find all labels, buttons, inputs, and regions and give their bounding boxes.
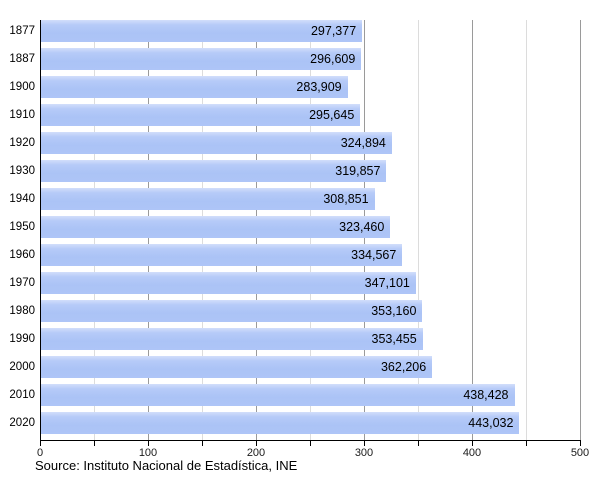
bar-value-label: 323,460 — [339, 220, 385, 234]
bar: 308,851 — [41, 188, 375, 210]
bar-value-label: 297,377 — [310, 24, 357, 38]
x-axis-tick — [364, 441, 365, 446]
source-note: Source: Instituto Nacional de Estadístic… — [35, 458, 298, 473]
bar: 297,377 — [41, 20, 363, 42]
bar-value-label: 295,645 — [309, 108, 355, 122]
x-axis-tick — [148, 441, 149, 446]
bar: 296,609 — [41, 48, 362, 70]
bar: 319,857 — [41, 160, 387, 182]
x-axis-tick — [418, 441, 419, 446]
y-axis-label: 1980 — [9, 305, 35, 317]
gridline-minor — [526, 20, 527, 440]
gridline-major — [472, 20, 473, 440]
bar: 334,567 — [41, 244, 403, 266]
bar: 443,032 — [41, 412, 520, 434]
x-axis-tick-label: 300 — [354, 447, 374, 459]
bar-value-label: 362,206 — [380, 360, 427, 374]
x-axis-tick-label: 500 — [570, 447, 590, 459]
bar: 295,645 — [41, 104, 361, 126]
x-axis-tick — [526, 441, 527, 446]
bar: 438,428 — [41, 384, 515, 406]
bar: 362,206 — [41, 356, 433, 378]
x-axis-tick — [256, 441, 257, 446]
y-axis-label: 1920 — [9, 137, 35, 149]
y-axis-label: 2010 — [9, 389, 35, 401]
x-axis-tick-label: 400 — [462, 447, 482, 459]
bar: 347,101 — [41, 272, 416, 294]
gridline-major — [580, 20, 581, 440]
y-axis-label: 1877 — [9, 25, 35, 37]
y-axis-label: 1930 — [9, 165, 35, 177]
bar-value-label: 334,567 — [351, 248, 397, 262]
y-axis-label: 1990 — [9, 333, 35, 345]
bar-value-label: 319,857 — [335, 164, 381, 178]
x-axis-tick-label: 0 — [36, 447, 44, 459]
bar-value-label: 324,894 — [340, 136, 386, 150]
bar-value-label: 443,032 — [468, 416, 514, 430]
y-axis-label: 2000 — [9, 361, 35, 373]
y-axis-label: 1900 — [9, 81, 35, 93]
bar: 353,455 — [41, 328, 423, 350]
gridline-minor — [418, 20, 419, 440]
bar-value-label: 353,455 — [371, 332, 417, 346]
x-axis-tick — [580, 441, 581, 446]
y-axis-label: 2020 — [9, 417, 35, 429]
y-axis-label: 1910 — [9, 109, 35, 121]
bar-value-label: 347,101 — [364, 276, 410, 290]
y-axis-label: 1960 — [9, 249, 35, 261]
bar: 324,894 — [41, 132, 392, 154]
bar-value-label: 353,160 — [371, 304, 417, 318]
x-axis-tick — [40, 441, 41, 446]
x-axis-tick — [94, 441, 95, 446]
bar-value-label: 283,909 — [296, 80, 342, 94]
bar-value-label: 438,428 — [463, 388, 509, 402]
x-axis-tick — [310, 441, 311, 446]
y-axis-label: 1940 — [9, 193, 35, 205]
x-axis-tick-label: 100 — [138, 447, 158, 459]
x-axis-tick — [202, 441, 203, 446]
bar-value-label: 308,851 — [323, 192, 369, 206]
bar: 323,460 — [41, 216, 391, 238]
plot-area: 297,377 296,609 283,909 295,645 324,894 319,8… — [40, 20, 581, 441]
y-axis-label: 1970 — [9, 277, 35, 289]
x-axis-tick — [472, 441, 473, 446]
bar: 353,160 — [41, 300, 423, 322]
x-axis-tick-label: 200 — [246, 447, 266, 459]
bar-value-label: 296,609 — [310, 52, 356, 66]
y-axis-label: 1887 — [9, 53, 35, 65]
y-axis-label: 1950 — [9, 221, 35, 233]
bar: 283,909 — [41, 76, 348, 98]
